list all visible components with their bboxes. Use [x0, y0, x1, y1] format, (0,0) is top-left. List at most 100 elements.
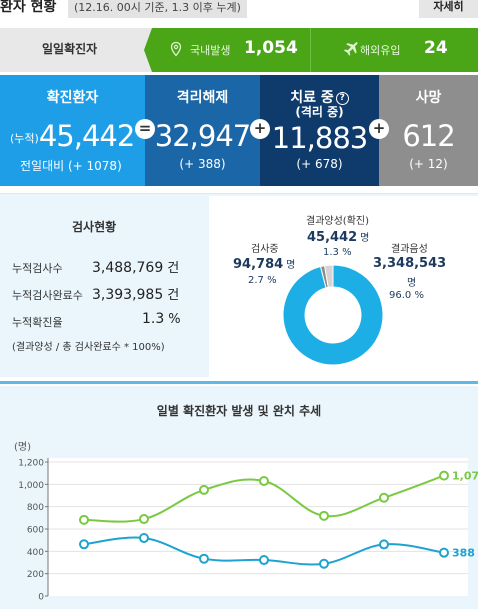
positive-rate-note: (결과양성 / 총 검사완료수 * 100%)	[12, 342, 165, 353]
domestic-value: 1,054	[244, 38, 298, 58]
y-tick-label: 1,000	[18, 481, 44, 491]
testing-unit: 명	[286, 260, 296, 271]
trend-chart-title: 일별 확진환자 발생 및 완치 추세	[156, 404, 322, 418]
data-point[interactable]	[259, 555, 269, 566]
test-result-donut-panel: 결과양성(확진) 45,442 명 1.3 % 검사중 94,784 명 2.7 %…	[209, 196, 478, 377]
section-divider	[0, 381, 478, 384]
completed-tests-unit: 건	[167, 288, 180, 303]
data-point[interactable]	[379, 539, 389, 550]
completed-tests-label: 누적검사완료수	[12, 289, 83, 302]
equals-operator: =	[135, 119, 155, 139]
cumulative-tests-label: 누적검사수	[12, 262, 63, 275]
data-point[interactable]	[319, 510, 329, 521]
daily-confirmed-label: 일일확진자	[42, 42, 98, 56]
cumulative-tests-unit: 건	[167, 261, 180, 276]
series-end-label-1: 388	[452, 547, 475, 560]
treatment-card: 치료 중? (격리 중) 11,883 (+ 678)	[260, 75, 379, 186]
y-tick-label: 200	[27, 570, 44, 580]
confirmed-card: 확진환자 (누적)45,442 전일대비 (+ 1078)	[0, 75, 145, 186]
plus-operator-1: +	[250, 119, 270, 139]
plus-operator-2: +	[369, 119, 389, 139]
page-title: 환자 현황	[0, 0, 57, 15]
data-point[interactable]	[199, 553, 209, 564]
completed-tests-value: 3,393,985 건	[92, 284, 179, 303]
negative-label: 결과음성	[391, 244, 428, 255]
positive-label: 결과양성(확진)	[306, 216, 370, 227]
test-status-heading: 검사현황	[72, 220, 117, 234]
segment-divider	[310, 28, 311, 72]
released-title: 격리해제	[176, 90, 229, 106]
cumulative-tests-value: 3,488,769 건	[92, 257, 179, 276]
treatment-subtitle: (격리 중)	[295, 105, 344, 119]
airplane-icon	[344, 42, 358, 56]
data-point[interactable]	[79, 514, 89, 525]
testing-number: 94,784	[233, 257, 284, 272]
data-point[interactable]	[439, 547, 449, 558]
domestic-label: 국내발생	[190, 44, 231, 57]
y-tick-label: 400	[27, 548, 44, 558]
data-point[interactable]	[259, 475, 269, 486]
cumulative-tests-number: 3,488,769	[92, 260, 164, 276]
header-bar: 환자 현황 (12.16. 00시 기준, 1.3 이후 누계) 자세히	[0, 0, 478, 18]
donut-slice-testing	[323, 264, 334, 288]
data-point[interactable]	[439, 470, 449, 481]
data-point[interactable]	[319, 558, 329, 569]
completed-tests-number: 3,393,985	[92, 287, 164, 303]
confirmed-value: 45,442	[38, 119, 135, 153]
negative-pct: 96.0 %	[389, 290, 424, 301]
series-end-label-0: 1,078	[452, 470, 478, 483]
y-tick-label: 1,200	[18, 459, 44, 469]
released-value: 32,947	[154, 119, 251, 153]
confirmed-delta: 전일대비 (+ 1078)	[20, 159, 122, 173]
test-result-donut	[282, 264, 384, 366]
positive-unit: 명	[360, 233, 370, 244]
deceased-value: 612	[402, 119, 455, 153]
data-point[interactable]	[379, 492, 389, 503]
positive-rate-unit: %	[168, 312, 181, 327]
released-delta: (+ 388)	[179, 157, 226, 171]
positive-rate-label: 누적확진율	[12, 316, 63, 329]
negative-unit: 명	[407, 278, 417, 289]
positive-number: 45,442	[307, 230, 358, 245]
trend-line-chart: (명)02004006008001,0001,20012.1012.1112.1…	[14, 441, 478, 603]
y-tick-label: 600	[27, 526, 44, 536]
treatment-title: 치료 중	[290, 90, 334, 106]
plot-area	[48, 458, 468, 596]
confirmed-title: 확진환자	[46, 90, 99, 106]
y-axis-unit: (명)	[14, 441, 31, 453]
overseas-segment: 해외유입 24	[312, 28, 478, 72]
treatment-value: 11,883	[271, 121, 368, 155]
location-pin-icon	[170, 41, 182, 57]
positive-value: 45,442 명	[307, 229, 369, 245]
positive-rate-number: 1.3	[142, 311, 165, 327]
testing-pct: 2.7 %	[248, 275, 277, 286]
confirmed-prefix: (누적)	[10, 132, 39, 145]
donut-slice-negative	[282, 264, 384, 366]
testing-label: 검사중	[251, 244, 279, 255]
data-point[interactable]	[139, 533, 149, 544]
overseas-value: 24	[424, 38, 448, 58]
negative-number: 3,348,543	[373, 256, 447, 271]
page-subtitle: (12.16. 00시 기준, 1.3 이후 누계)	[68, 0, 247, 18]
testing-value: 94,784 명	[233, 256, 295, 272]
overseas-label: 해외유입	[360, 44, 401, 57]
released-card: 격리해제 32,947 (+ 388)	[145, 75, 260, 186]
deceased-card: 사망 612 (+ 12)	[379, 75, 478, 186]
data-point[interactable]	[79, 539, 89, 550]
y-tick-label: 0	[38, 593, 44, 603]
daily-confirmed-bar: 일일확진자 국내발생 1,054 해외유입 24	[0, 28, 478, 72]
deceased-delta: (+ 12)	[409, 157, 448, 171]
detail-button[interactable]: 자세히	[419, 0, 478, 18]
domestic-segment: 국내발생 1,054	[160, 28, 310, 72]
daily-breakdown-panel	[144, 28, 478, 72]
trend-chart-panel: 일별 확진환자 발생 및 완치 추세 (명) 0 200 400 600 800 1,000…	[0, 386, 478, 609]
treatment-delta: (+ 678)	[296, 157, 343, 171]
help-icon[interactable]: ?	[335, 92, 349, 105]
positive-rate-value: 1.3%	[142, 311, 181, 327]
stat-cards: 확진환자 (누적)45,442 전일대비 (+ 1078) 격리해제 32,94…	[0, 75, 478, 186]
data-point[interactable]	[139, 514, 149, 525]
positive-pct: 1.3 %	[323, 247, 352, 258]
data-point[interactable]	[199, 484, 209, 495]
y-tick-label: 800	[27, 503, 44, 513]
deceased-title: 사망	[415, 90, 442, 106]
